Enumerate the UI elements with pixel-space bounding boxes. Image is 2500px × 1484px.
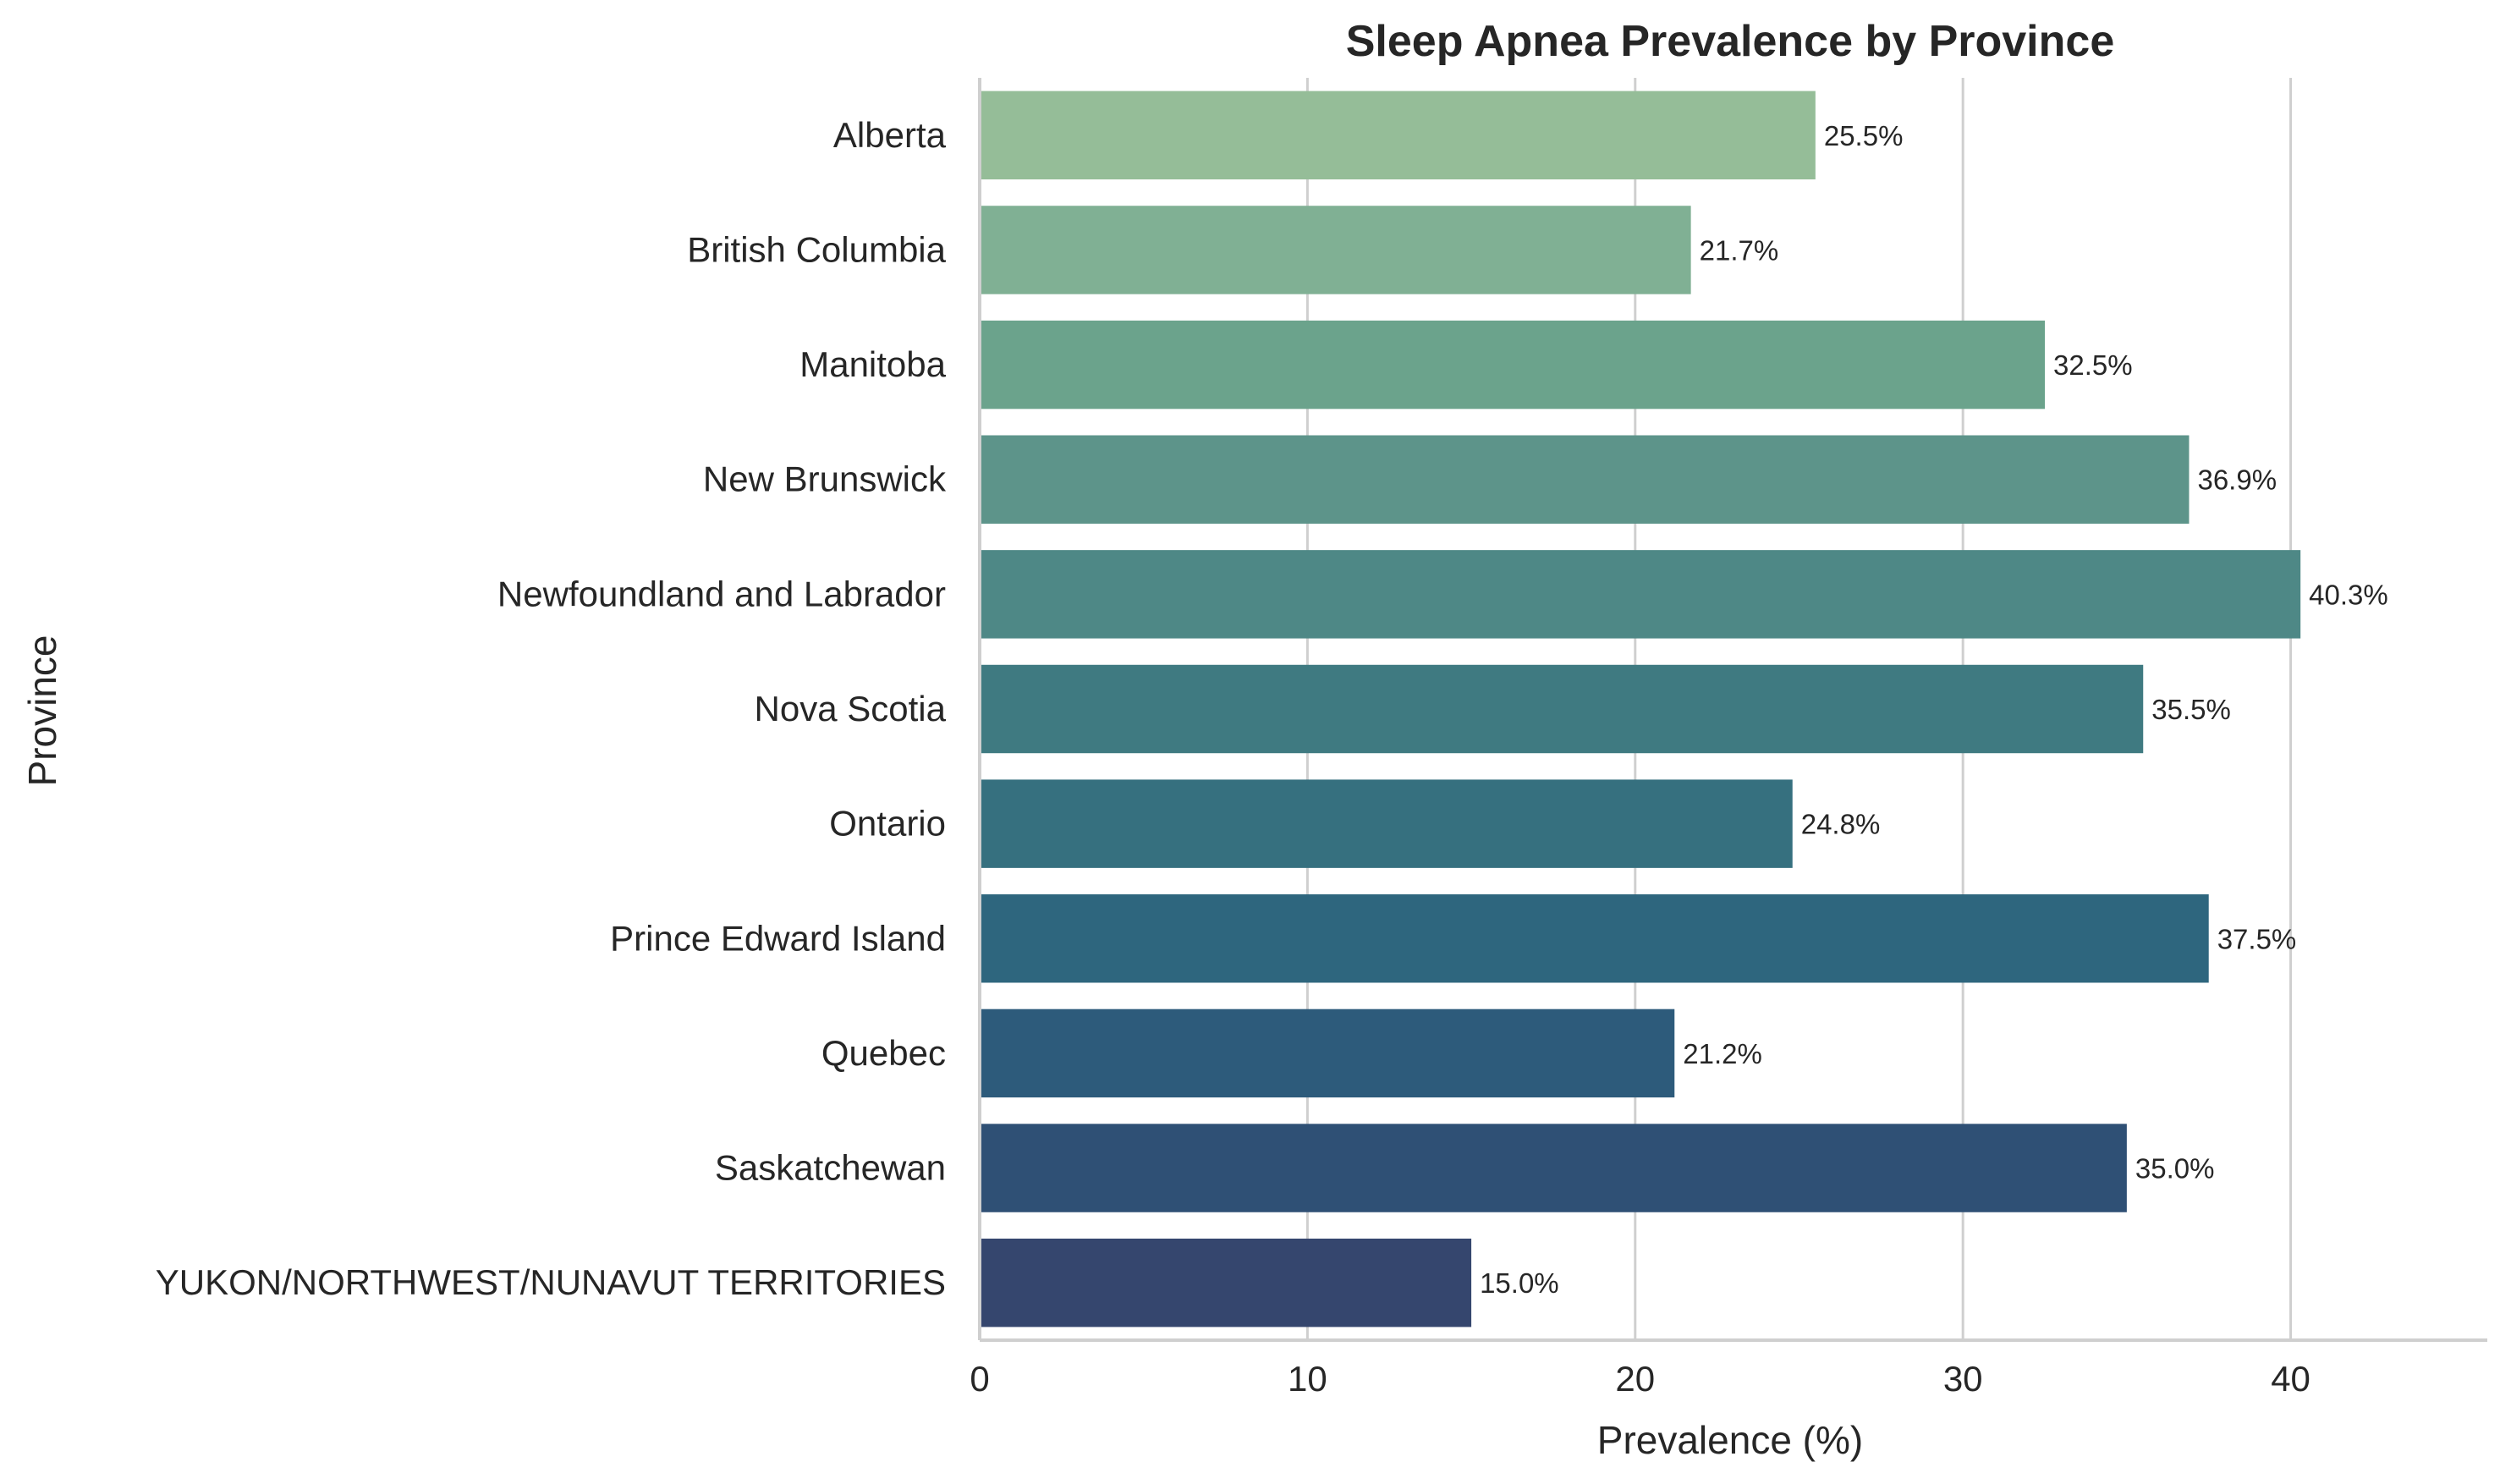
y-axis-title: Province (20, 635, 64, 787)
y-tick-label: New Brunswick (703, 459, 947, 499)
bar-value-label: 37.5% (2217, 923, 2297, 954)
x-tick-label: 10 (1288, 1359, 1327, 1399)
y-tick-label: Saskatchewan (715, 1148, 946, 1188)
bar-value-label: 21.7% (1700, 234, 1779, 266)
bar-value-label: 15.0% (1480, 1267, 1559, 1299)
bar-value-label: 21.2% (1683, 1038, 1762, 1069)
y-tick-label: Prince Edward Island (610, 918, 946, 958)
bar-value-label: 35.0% (2135, 1153, 2215, 1184)
bars (980, 91, 2301, 1327)
bar (980, 550, 2301, 639)
bar (980, 320, 2046, 409)
bar-value-label: 35.5% (2151, 694, 2231, 725)
x-axis-title: Prevalence (%) (1597, 1418, 1863, 1462)
y-tick-label: Nova Scotia (755, 689, 947, 728)
bar-value-label: 32.5% (2053, 349, 2133, 381)
chart-title: Sleep Apnea Prevalence by Province (1346, 17, 2115, 66)
x-tick-label: 40 (2271, 1359, 2310, 1399)
y-tick-label: Alberta (833, 115, 947, 155)
bar-value-label: 25.5% (1824, 120, 1904, 151)
bar (980, 894, 2209, 983)
y-tick-label: Manitoba (799, 344, 946, 384)
y-tick-label: YUKON/NORTHWEST/NUNAVUT TERRITORIES (156, 1262, 946, 1302)
y-tick-label: British Columbia (687, 229, 946, 269)
bar (980, 206, 1691, 294)
bar (980, 435, 2190, 524)
bar (980, 779, 1793, 868)
bar (980, 664, 2144, 754)
data-labels: 25.5% 21.7% 32.5% 36.9% 40.3% 35.5% 24.8% 37.5%… (1480, 120, 2388, 1299)
y-tick-label: Quebec (821, 1033, 946, 1073)
axes: 0 10 20 30 40 Alberta British Columbia Manitoba… (156, 78, 2487, 1399)
y-tick-label: Newfoundland and Labrador (497, 574, 946, 613)
x-tick-label: 0 (970, 1359, 989, 1399)
x-tick-label: 30 (1943, 1359, 1983, 1399)
bar (980, 91, 1816, 180)
bar (980, 1238, 1472, 1327)
bar (980, 1009, 1675, 1098)
x-tick-label: 20 (1615, 1359, 1655, 1399)
y-tick-label: Ontario (829, 804, 946, 844)
bar-value-label: 36.9% (2197, 464, 2277, 496)
bar-value-label: 40.3% (2309, 579, 2388, 610)
bar-value-label: 24.8% (1801, 809, 1881, 840)
bar (980, 1124, 2127, 1212)
